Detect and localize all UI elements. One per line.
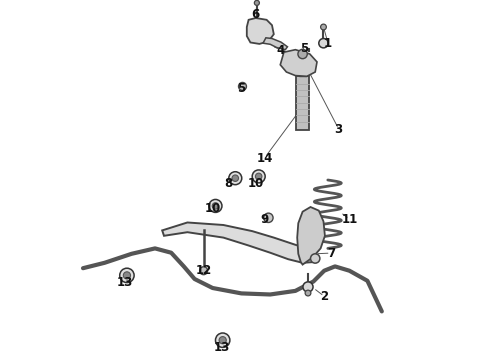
Polygon shape: [162, 222, 317, 263]
Text: 13: 13: [116, 276, 132, 289]
Circle shape: [239, 82, 246, 90]
Circle shape: [120, 268, 134, 283]
Text: 8: 8: [225, 177, 233, 190]
Text: 3: 3: [335, 123, 343, 136]
Text: 4: 4: [277, 44, 285, 57]
Circle shape: [305, 290, 311, 296]
Polygon shape: [263, 38, 288, 50]
Circle shape: [232, 175, 239, 181]
Text: 7: 7: [327, 247, 336, 260]
Circle shape: [212, 203, 219, 209]
Circle shape: [229, 172, 242, 185]
Polygon shape: [280, 50, 317, 76]
Circle shape: [254, 0, 259, 5]
Circle shape: [298, 49, 307, 59]
Circle shape: [311, 254, 320, 263]
Text: 1: 1: [324, 37, 332, 50]
Bar: [299, 54, 306, 76]
Text: 10: 10: [247, 177, 264, 190]
Text: 10: 10: [204, 202, 220, 215]
Text: 13: 13: [214, 341, 230, 354]
Circle shape: [264, 213, 273, 222]
Circle shape: [320, 24, 326, 30]
Circle shape: [319, 39, 328, 48]
Circle shape: [303, 282, 313, 292]
Text: 5: 5: [237, 82, 245, 95]
Circle shape: [252, 170, 265, 183]
Text: 2: 2: [320, 291, 328, 303]
Text: 5: 5: [300, 42, 309, 55]
Polygon shape: [247, 18, 274, 44]
Circle shape: [255, 173, 262, 180]
Circle shape: [209, 199, 222, 212]
Bar: [296, 76, 310, 130]
Circle shape: [199, 267, 208, 275]
Circle shape: [219, 337, 226, 344]
Polygon shape: [297, 207, 325, 265]
Text: 11: 11: [341, 213, 358, 226]
Text: 6: 6: [252, 8, 260, 21]
Text: 14: 14: [257, 152, 273, 165]
Text: 12: 12: [196, 264, 212, 276]
Circle shape: [216, 333, 230, 347]
Text: 9: 9: [261, 213, 269, 226]
Circle shape: [123, 272, 130, 279]
